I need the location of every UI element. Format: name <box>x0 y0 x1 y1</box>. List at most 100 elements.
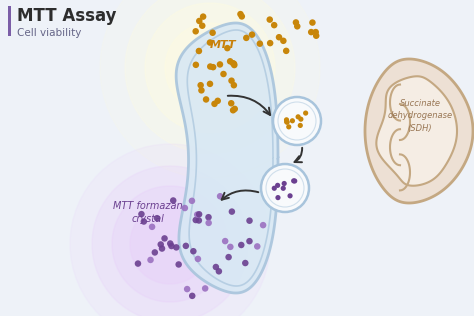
Point <box>192 217 200 222</box>
Circle shape <box>92 166 248 316</box>
Point <box>237 12 244 17</box>
Circle shape <box>273 97 321 145</box>
Point <box>192 29 200 34</box>
Point <box>308 30 315 35</box>
Point <box>259 222 267 228</box>
Point <box>229 61 237 66</box>
Point <box>151 250 159 255</box>
Point <box>140 219 147 224</box>
Point <box>183 287 191 292</box>
Point <box>161 236 168 241</box>
Point <box>195 212 203 217</box>
Point <box>215 269 223 274</box>
Point <box>228 101 235 106</box>
Point <box>158 246 166 251</box>
Point <box>291 179 299 184</box>
Point <box>195 18 203 23</box>
Point <box>280 186 287 191</box>
Point <box>289 118 296 123</box>
Point <box>230 61 238 66</box>
Text: MTT Assay: MTT Assay <box>17 7 117 25</box>
Point <box>173 245 180 250</box>
Point <box>266 40 274 46</box>
Point <box>212 264 219 270</box>
Point <box>181 205 189 210</box>
Point <box>228 209 236 214</box>
Polygon shape <box>365 59 473 203</box>
Point <box>294 114 302 119</box>
Point <box>200 14 207 19</box>
Point <box>137 212 145 217</box>
Point <box>274 195 282 200</box>
Point <box>188 198 196 204</box>
Point <box>266 17 273 22</box>
Point <box>229 108 237 113</box>
Point <box>207 64 214 69</box>
Point <box>190 249 197 254</box>
Point <box>157 242 164 247</box>
Point <box>168 244 175 249</box>
Point <box>312 33 320 38</box>
Point <box>195 48 203 53</box>
Circle shape <box>261 164 309 212</box>
Point <box>216 194 224 199</box>
Point <box>246 239 253 244</box>
Point <box>134 261 142 266</box>
Point <box>281 181 288 186</box>
Point <box>220 71 228 76</box>
Point <box>256 41 264 46</box>
Point <box>193 212 201 217</box>
Point <box>231 106 238 112</box>
Point <box>238 14 246 19</box>
Point <box>283 117 290 122</box>
Text: Succinate
dehydrogenase
(SDH): Succinate dehydrogenase (SDH) <box>387 99 453 133</box>
Point <box>206 40 214 45</box>
Point <box>271 186 278 191</box>
Point <box>148 224 156 229</box>
Point <box>147 258 155 263</box>
Point <box>302 111 310 116</box>
Point <box>285 124 292 129</box>
Point <box>274 183 282 188</box>
Point <box>182 243 190 248</box>
Circle shape <box>70 144 270 316</box>
Point <box>283 119 291 125</box>
Circle shape <box>165 23 255 113</box>
Point <box>221 239 229 244</box>
Point <box>211 101 219 106</box>
Text: MTT formazan
crystal: MTT formazan crystal <box>113 201 183 224</box>
Circle shape <box>130 204 210 284</box>
Polygon shape <box>376 76 457 186</box>
Point <box>292 20 300 25</box>
Point <box>309 20 316 25</box>
Point <box>293 24 301 29</box>
Point <box>226 59 234 64</box>
Point <box>210 65 217 70</box>
Point <box>248 32 256 37</box>
Point <box>209 30 217 35</box>
Text: Cell viability: Cell viability <box>17 28 82 38</box>
Circle shape <box>125 0 295 153</box>
Point <box>205 215 212 220</box>
Point <box>175 262 182 267</box>
Point <box>201 286 209 291</box>
Point <box>214 98 221 103</box>
Point <box>297 123 304 128</box>
Point <box>227 244 234 249</box>
Polygon shape <box>176 23 278 293</box>
Circle shape <box>145 3 275 133</box>
Point <box>290 178 298 183</box>
Point <box>280 38 287 43</box>
Text: MTT: MTT <box>210 40 237 50</box>
Point <box>283 120 291 125</box>
Point <box>312 30 319 35</box>
Point <box>194 256 202 261</box>
Point <box>169 198 177 203</box>
Point <box>216 62 224 67</box>
Point <box>242 260 249 265</box>
Point <box>198 88 205 93</box>
Point <box>224 46 231 51</box>
Point <box>230 83 237 88</box>
Point <box>243 35 250 40</box>
Point <box>225 255 232 260</box>
